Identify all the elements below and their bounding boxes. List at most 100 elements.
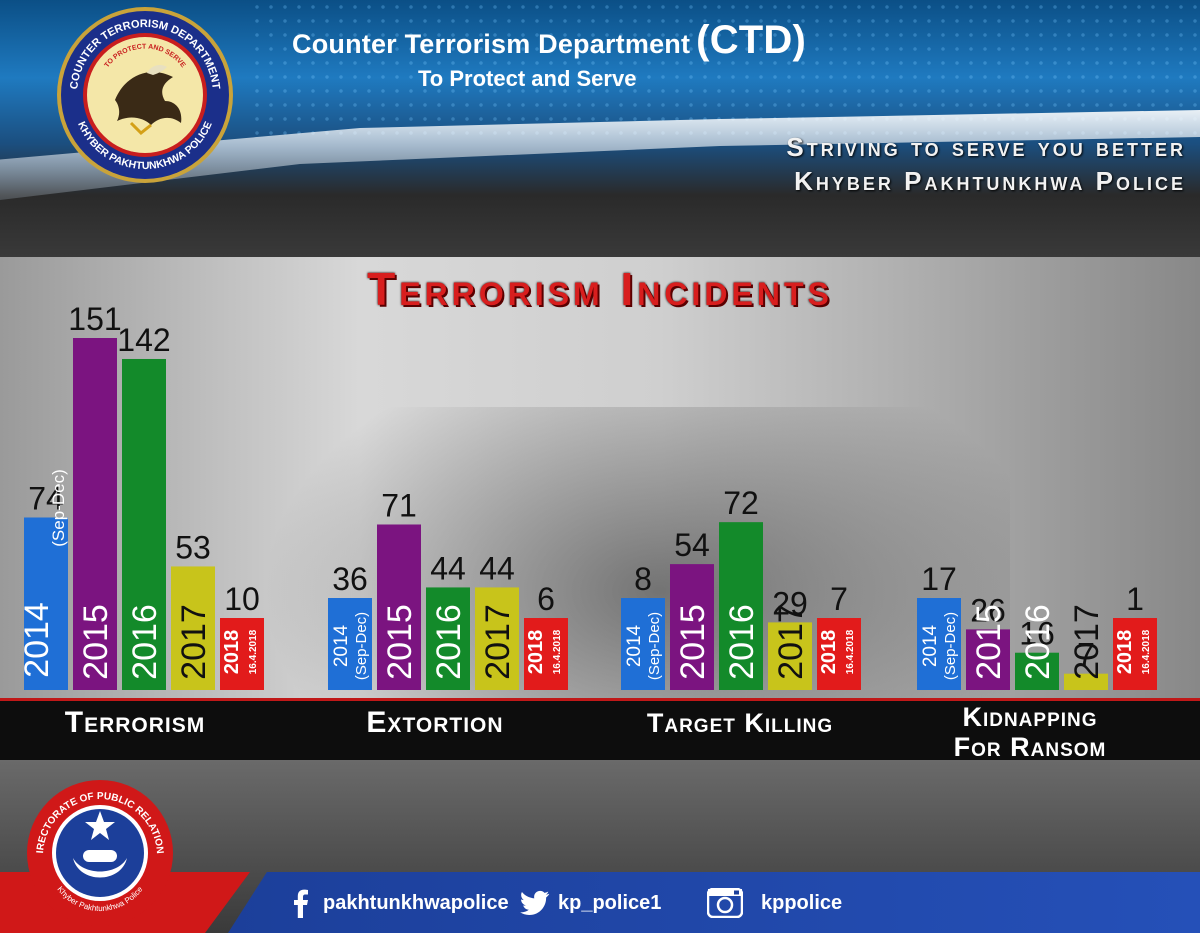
category-label-extortion: Extortion [366,706,504,739]
note-label-target-killing-2014: (Sep-Dec) [646,612,663,680]
chart-title: Terrorism Incidents [367,263,833,315]
value-label-extortion-2016: 44 [430,550,466,586]
ctd-logo: COUNTER TERRORISM DEPARTMENT KHYBER PAKH… [57,7,233,183]
ctd-title: Counter Terrorism Department (CTD) [292,18,806,63]
note-label-kidnapping-for-ransom-2018: 16.4.2018 [1141,629,1152,674]
value-label-extortion-2018: 6 [537,581,555,617]
instagram-handle: kppolice [761,891,843,914]
slogan-line-2: Khyber Pakhtunkhwa Police [794,166,1186,196]
year-label-extortion-2016: 2016 [430,604,468,680]
bar-terrorism-2016 [122,358,166,690]
slogan-line-1: Striving to serve you better [786,132,1186,162]
footer-social-bar [228,872,1200,933]
value-label-target-killing-2017: 29 [772,585,808,621]
year-label-terrorism-2016: 2016 [126,604,164,680]
year-label-terrorism-2015: 2015 [77,604,115,680]
note-label-extortion-2018: 16.4.2018 [552,629,563,674]
value-label-terrorism-2017: 53 [175,529,211,565]
year-label-target-killing-2017: 2017 [772,604,810,680]
twitter-handle: kp_police1 [558,891,662,914]
note-label-target-killing-2018: 16.4.2018 [845,629,856,674]
facebook-link[interactable]: pakhtunkhwapolice [285,888,509,918]
value-label-kidnapping-for-ransom-2016: 16 [1019,616,1055,652]
bar-extortion-2018 [524,618,568,690]
bar-extortion-2014 [328,598,372,690]
dpr-logo: DIRECTORATE OF PUBLIC RELATIONS Khyber P… [25,778,173,926]
bar-target-killing-2016 [719,522,763,690]
category-label-target-killing: Target Killing [646,708,834,738]
value-label-extortion-2015: 71 [381,487,417,523]
note-label-extortion-2014: (Sep-Dec) [353,612,370,680]
value-label-kidnapping-for-ransom-2015: 26 [970,592,1006,628]
bar-kidnapping-for-ransom-2016 [1015,652,1059,690]
year-label-extortion-2014: 2014 [331,624,352,667]
bar-kidnapping-for-ransom-2015 [966,629,1010,690]
bar-target-killing-2017 [768,622,812,690]
value-label-terrorism-2014: 74 [28,480,64,516]
ctd-motto: To Protect and Serve [418,66,637,91]
bar-group-extortion: 36 2014 (Sep-Dec) 71 2015 44 2016 44 2017 6 2018 16… [328,487,568,690]
bar-target-killing-2015 [670,564,714,690]
category-label-kidnapping-line2: For Ransom [953,732,1107,762]
instagram-link[interactable]: kppolice [705,888,842,918]
year-label-target-killing-2018: 2018 [818,630,840,675]
year-label-extortion-2018: 2018 [525,630,547,675]
value-label-target-killing-2014: 8 [634,561,652,597]
category-label-kidnapping: Kidnapping For Ransom [900,702,1160,762]
year-label-kidnapping-for-ransom-2016: 2016 [1019,604,1057,680]
ctd-title-text: Counter Terrorism Department [292,29,691,59]
bar-terrorism-2017 [171,566,215,690]
eagle-icon [115,65,182,136]
year-label-kidnapping-for-ransom-2018: 2018 [1114,630,1136,675]
note-label-terrorism-2018: 16.4.2018 [248,629,259,674]
bar-terrorism-2014 [24,517,68,690]
value-label-terrorism-2016: 142 [117,322,170,358]
year-label-target-killing-2016: 2016 [723,604,761,680]
value-label-terrorism-2018: 10 [224,581,260,617]
bar-target-killing-2018 [817,618,861,690]
bar-group-terrorism: 74 2014 (Sep-Dec) 151 2015 142 2016 53 2017 10 201… [18,301,264,690]
year-label-kidnapping-for-ransom-2014: 2014 [920,624,941,667]
value-label-kidnapping-for-ransom-2014: 17 [921,561,957,597]
value-label-extortion-2017: 44 [479,550,515,586]
category-label-kidnapping-line1: Kidnapping [962,702,1098,732]
star-icon [85,811,115,840]
bar-terrorism-2018 [220,618,264,690]
year-label-extortion-2017: 2017 [479,604,517,680]
instagram-icon [705,888,745,918]
bar-target-killing-2014 [621,598,665,690]
twitter-link[interactable]: kp_police1 [520,888,661,918]
year-label-target-killing-2015: 2015 [674,604,712,680]
value-label-target-killing-2018: 7 [830,581,848,617]
year-label-extortion-2015: 2015 [381,604,419,680]
bar-kidnapping-for-ransom-2018 [1113,618,1157,690]
twitter-icon [520,888,550,918]
year-label-terrorism-2017: 2017 [175,604,213,680]
year-label-kidnapping-for-ransom-2015: 2015 [970,604,1008,680]
facebook-handle: pakhtunkhwapolice [323,891,509,914]
facebook-icon [285,888,315,918]
bar-extortion-2015 [377,524,421,690]
year-label-target-killing-2014: 2014 [624,624,645,667]
value-label-kidnapping-for-ransom-2018: 1 [1126,581,1144,617]
value-label-target-killing-2016: 72 [723,485,759,521]
ctd-abbr: (CTD) [696,18,807,62]
value-label-terrorism-2015: 151 [68,301,121,337]
bar-extortion-2016 [426,587,470,690]
value-label-target-killing-2015: 54 [674,527,710,563]
category-label-terrorism: Terrorism [64,706,206,739]
handshake-icon [73,850,127,878]
bar-kidnapping-for-ransom-2017 [1064,673,1108,690]
year-label-terrorism-2018: 2018 [221,630,243,675]
bar-terrorism-2015 [73,338,117,690]
year-label-terrorism-2014: 2014 [18,602,56,678]
bar-kidnapping-for-ransom-2014 [917,598,961,690]
category-band [0,698,1200,766]
note-label-kidnapping-for-ransom-2014: (Sep-Dec) [942,612,959,680]
note-label-terrorism-2014: (Sep-Dec) [49,469,68,546]
value-label-extortion-2014: 36 [332,561,368,597]
